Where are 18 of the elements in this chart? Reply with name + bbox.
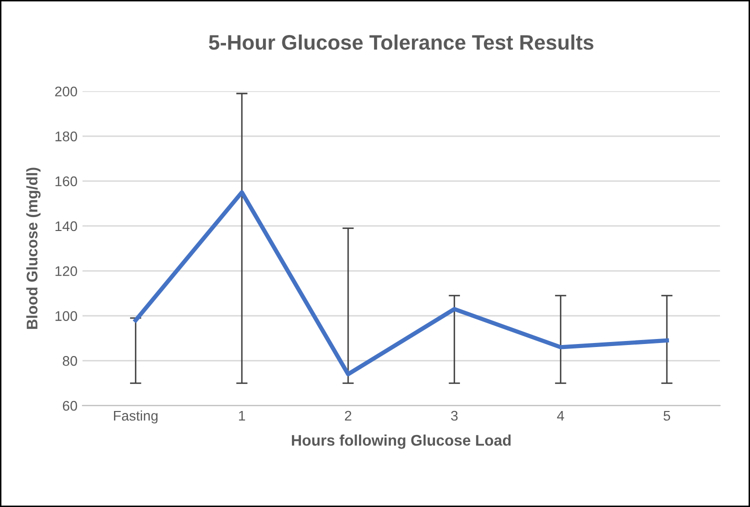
- x-axis-title: Hours following Glucose Load: [292, 434, 511, 449]
- y-tick-label: 80: [62, 356, 78, 366]
- y-tick-label: 140: [56, 221, 78, 232]
- y-tick-label: 60: [62, 400, 78, 411]
- x-tick-label: 2: [344, 410, 352, 421]
- x-tick-label: 1: [239, 410, 246, 421]
- x-tick-label: 5: [664, 410, 670, 421]
- y-tick-label: 160: [56, 176, 78, 186]
- x-tick-label: 3: [451, 410, 458, 421]
- y-axis-title: Blood Glucose (mg/dl): [26, 168, 41, 329]
- x-tick-label: 4: [557, 410, 564, 421]
- line-series: [134, 190, 669, 376]
- y-tick-label: 120: [56, 266, 78, 276]
- y-tick-label: 180: [56, 132, 78, 142]
- y-tick-label: 200: [55, 86, 78, 96]
- x-tick-label: Fasting: [114, 410, 158, 424]
- y-tick-label: 100: [56, 311, 78, 321]
- chart-title: 5-Hour Glucose Tolerance Test Results: [208, 34, 594, 50]
